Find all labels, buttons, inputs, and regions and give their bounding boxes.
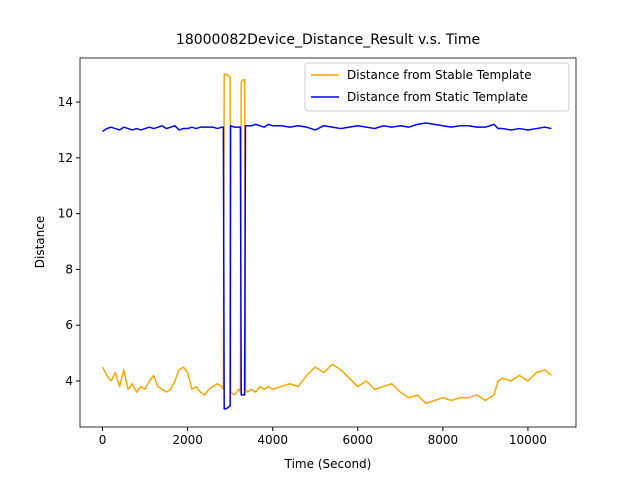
y-tick-label: 14	[58, 95, 73, 109]
y-tick-label: 10	[58, 207, 73, 221]
y-tick-label: 8	[65, 262, 73, 276]
x-tick-label: 2000	[172, 433, 203, 447]
legend-label: Distance from Static Template	[347, 90, 528, 104]
x-tick-label: 10000	[509, 433, 547, 447]
chart-title: 18000082Device_Distance_Result v.s. Time	[176, 32, 480, 48]
x-axis-label: Time (Second)	[284, 457, 372, 471]
legend-label: Distance from Stable Template	[347, 68, 532, 82]
y-tick-label: 6	[65, 318, 73, 332]
y-axis-label: Distance	[33, 216, 47, 268]
line	[102, 122, 552, 410]
x-tick-label: 6000	[343, 433, 374, 447]
line	[101, 73, 552, 405]
x-tick-label: 8000	[428, 433, 459, 447]
x-tick-label: 4000	[257, 433, 288, 447]
x-tick-label: 0	[99, 433, 107, 447]
legend-box	[304, 62, 570, 112]
y-tick-label: 4	[65, 374, 73, 388]
y-tick-label: 12	[58, 151, 73, 165]
plot-frame	[79, 57, 577, 428]
